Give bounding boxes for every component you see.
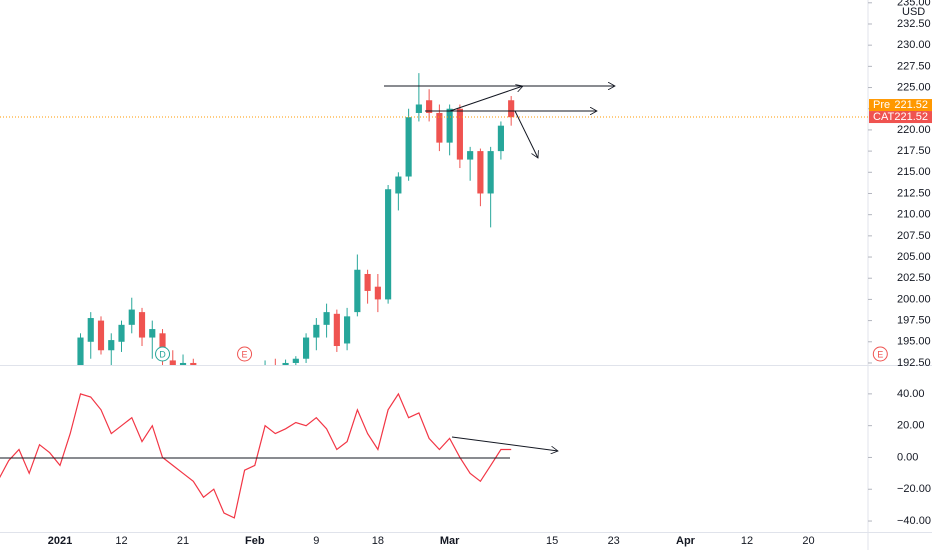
candle-body: [395, 176, 402, 194]
candle-body: [87, 318, 94, 342]
x-tick-label: 21: [177, 535, 189, 547]
drawings: [0, 86, 615, 459]
candle-body: [262, 367, 268, 409]
price-badge-name: Pre: [873, 99, 890, 111]
arrow: [514, 110, 538, 158]
oscillator-line: [0, 392, 512, 519]
y-tick-label: 195.00: [897, 336, 931, 348]
y-tick-label: 0.00: [897, 451, 918, 463]
candle-body: [323, 312, 330, 325]
y-tick-label: 227.50: [897, 60, 931, 72]
candle-body: [508, 100, 515, 118]
event-marker: [237, 346, 253, 362]
price-badge: [869, 111, 932, 124]
candle-body: [497, 125, 504, 152]
x-tick-label: 2021: [48, 535, 72, 547]
y-tick-label: 192.50: [897, 357, 931, 369]
y-tick-label: −20.00: [897, 483, 931, 495]
y-tick-label: 232.50: [897, 18, 931, 30]
candle-body: [374, 286, 381, 300]
candle-body: [118, 324, 125, 342]
price-badge-value: 221.52: [894, 111, 928, 123]
candle-body: [446, 108, 453, 143]
candle-body: [108, 340, 115, 351]
price-pane: [0, 73, 868, 448]
x-tick-label: 12: [741, 535, 753, 547]
candle-body: [385, 189, 392, 300]
y-tick-label: 210.00: [897, 209, 931, 221]
candle-body: [190, 362, 197, 365]
candle-body: [354, 269, 361, 313]
y-tick-label: 215.00: [897, 166, 931, 178]
x-tick-label: Mar: [440, 535, 460, 547]
price-badge-value: 221.52: [894, 99, 928, 111]
event-label: E: [242, 349, 248, 359]
x-tick-label: 18: [372, 535, 384, 547]
candle-body: [77, 337, 84, 365]
candle-body: [221, 405, 227, 418]
y-tick-label: 217.50: [897, 145, 931, 157]
candle-body: [169, 360, 176, 365]
x-tick-label: Feb: [245, 535, 265, 547]
x-tick-label: 23: [608, 535, 620, 547]
candle-body: [211, 401, 217, 418]
price-badge: [869, 99, 932, 112]
candle-body: [292, 358, 299, 363]
y-tick-label: 220.00: [897, 124, 931, 136]
y-tick-label: 202.50: [897, 272, 931, 284]
event-marker: [155, 346, 171, 362]
candle-body: [405, 117, 412, 177]
candle-body: [467, 151, 474, 160]
candle-body: [313, 324, 320, 338]
candle-body: [426, 100, 433, 113]
candle-body: [415, 104, 422, 113]
y-tick-label: 212.50: [897, 187, 931, 199]
candle-body: [436, 112, 443, 143]
candle-body: [231, 410, 237, 427]
axes: 192.50195.00197.50200.00202.50205.00207.…: [48, 0, 932, 547]
candle-body: [138, 312, 146, 338]
currency-label: USD: [902, 6, 925, 18]
y-tick-label: 20.00: [897, 420, 925, 432]
y-tick-label: 205.00: [897, 251, 931, 263]
candle-body: [333, 313, 340, 347]
y-tick-label: 40.00: [897, 388, 925, 400]
candle-body: [97, 320, 105, 351]
candle-body: [364, 273, 371, 291]
y-tick-label: 197.50: [897, 314, 931, 326]
candle-body: [456, 108, 463, 160]
y-tick-label: 235.00: [897, 0, 931, 9]
candle-body: [241, 427, 247, 448]
y-tick-label: 207.50: [897, 230, 931, 242]
candle-body: [179, 362, 187, 365]
candle-body: [344, 316, 351, 344]
candle-body: [128, 309, 135, 325]
candle-body: [487, 151, 494, 194]
x-tick-label: Apr: [676, 535, 696, 547]
event-marker: [872, 346, 888, 362]
candle-body: [272, 367, 278, 377]
y-tick-label: 230.00: [897, 39, 931, 51]
oscillator-pane: [0, 392, 512, 519]
event-label: D: [159, 349, 166, 359]
trend-line: [449, 86, 523, 112]
y-tick-label: 225.00: [897, 81, 931, 93]
x-tick-label: 15: [546, 535, 558, 547]
x-tick-label: 9: [313, 535, 319, 547]
candle-body: [149, 329, 156, 338]
x-tick-label: 20: [802, 535, 814, 547]
x-tick-label: 12: [115, 535, 127, 547]
trend-line: [451, 436, 558, 451]
event-label: E: [877, 349, 883, 359]
candle-body: [477, 151, 484, 194]
candle-body: [252, 414, 258, 444]
y-tick-label: −40.00: [897, 515, 931, 527]
candle-body: [282, 362, 289, 365]
candle-body: [200, 384, 206, 401]
candle-body: [303, 337, 310, 359]
price-badge-name: CAT: [873, 111, 894, 123]
y-tick-label: 200.00: [897, 293, 931, 305]
